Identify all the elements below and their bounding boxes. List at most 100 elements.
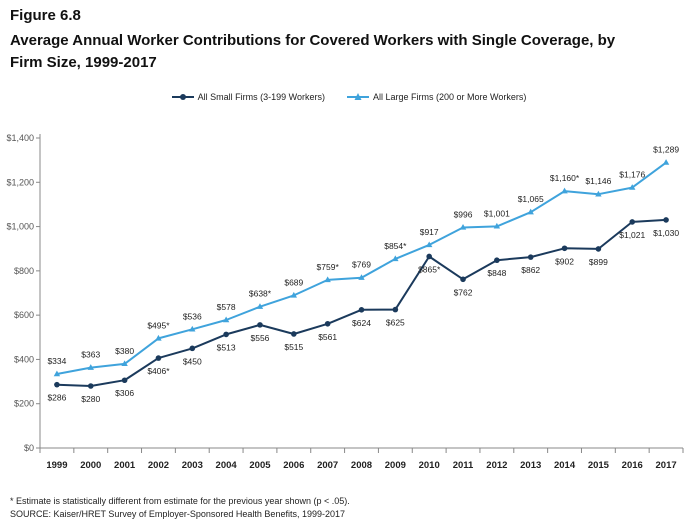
legend-marker-large-firms	[346, 93, 369, 100]
point-large-firms	[121, 360, 128, 367]
data-label-small-firms: $406*	[147, 366, 170, 376]
point-small-firms	[426, 253, 432, 260]
data-label-small-firms: $513	[217, 342, 236, 352]
data-label-large-firms: $578	[217, 302, 236, 312]
point-large-firms	[222, 316, 230, 323]
point-small-firms	[189, 345, 196, 352]
data-label-large-firms: $495*	[147, 320, 170, 330]
legend-label-large-firms: All Large Firms (200 or More Workers)	[372, 92, 527, 102]
point-large-firms	[189, 325, 196, 332]
data-label-small-firms: $515	[284, 342, 303, 352]
x-tick-label: 2009	[385, 460, 406, 471]
x-tick-label: 2001	[114, 460, 136, 471]
legend-marker-small-firms	[171, 94, 194, 100]
x-tick-label: 2013	[520, 460, 541, 471]
y-tick-label: $800	[14, 266, 34, 276]
point-large-firms	[595, 190, 602, 197]
point-large-firms	[256, 303, 264, 309]
legend-item-small-firms: All Small Firms (3-199 Workers)	[171, 92, 325, 102]
point-large-firms	[425, 241, 433, 248]
data-label-large-firms: $1,176	[619, 170, 645, 180]
point-small-firms	[358, 307, 365, 313]
data-label-small-firms: $280	[81, 394, 100, 404]
x-tick-label: 1999	[46, 460, 67, 471]
x-tick-label: 2008	[351, 460, 372, 471]
data-label-small-firms: $899	[589, 257, 608, 267]
data-label-small-firms: $556	[251, 333, 270, 343]
data-label-small-firms: $848	[487, 268, 506, 278]
legend: All Small Firms (3-199 Workers) All Larg…	[0, 92, 698, 102]
data-label-large-firms: $854*	[384, 241, 407, 251]
y-tick-label: $600	[14, 310, 34, 320]
x-tick-label: 2015	[588, 460, 610, 471]
point-small-firms	[87, 383, 94, 389]
x-tick-label: 2010	[419, 460, 440, 471]
x-tick-label: 2011	[453, 460, 474, 471]
x-tick-label: 2006	[283, 460, 304, 471]
data-label-small-firms: $625	[386, 318, 405, 328]
y-tick-label: $200	[14, 399, 34, 409]
point-small-firms	[392, 306, 399, 313]
x-tick-label: 2014	[554, 460, 576, 471]
point-large-firms	[527, 208, 534, 215]
figure-number: Figure 6.8	[10, 7, 81, 24]
point-small-firms	[121, 377, 128, 384]
y-tick-label: $1,200	[6, 177, 34, 187]
x-tick-label: 2000	[80, 460, 101, 471]
data-label-large-firms: $996	[454, 209, 473, 219]
point-small-firms	[223, 331, 229, 338]
point-small-firms	[155, 355, 162, 361]
data-label-large-firms: $759*	[317, 262, 340, 272]
y-tick-label: $0	[24, 443, 34, 453]
x-tick-label: 2004	[216, 460, 238, 471]
point-large-firms	[358, 274, 365, 280]
data-label-small-firms: $1,030	[653, 228, 679, 238]
point-large-firms	[53, 370, 61, 377]
point-large-firms	[493, 222, 501, 229]
legend-item-large-firms: All Large Firms (200 or More Workers)	[346, 92, 527, 102]
data-label-large-firms: $1,160*	[550, 173, 580, 183]
point-small-firms	[663, 217, 669, 223]
point-small-firms	[54, 381, 60, 388]
data-label-large-firms: $536	[183, 311, 202, 321]
data-label-large-firms: $334	[47, 356, 66, 366]
x-tick-label: 2017	[656, 460, 677, 471]
point-large-firms	[324, 276, 331, 283]
x-tick-label: 2016	[622, 460, 643, 471]
point-large-firms	[155, 334, 162, 341]
y-tick-label: $400	[14, 354, 34, 364]
x-tick-label: 2003	[182, 460, 203, 471]
data-label-small-firms: $902	[555, 256, 574, 266]
point-small-firms	[561, 245, 568, 252]
footnote: * Estimate is statistically different fr…	[10, 496, 350, 506]
data-label-small-firms: $762	[454, 287, 473, 297]
point-small-firms	[460, 276, 466, 283]
data-label-large-firms: $638*	[249, 289, 272, 299]
y-tick-label: $1,400	[6, 133, 34, 143]
point-small-firms	[527, 254, 534, 260]
data-label-large-firms: $1,146	[585, 176, 611, 186]
data-label-small-firms: $862	[521, 265, 540, 275]
point-large-firms	[392, 255, 399, 262]
data-label-small-firms: $561	[318, 332, 337, 342]
point-small-firms	[257, 322, 263, 328]
data-label-small-firms: $286	[47, 393, 66, 403]
data-label-large-firms: $1,289	[653, 145, 679, 155]
chart-title: Average Annual Worker Contributions for …	[10, 32, 616, 71]
data-label-small-firms: $865*	[418, 264, 441, 274]
x-tick-label: 2012	[486, 460, 507, 471]
data-label-large-firms: $1,001	[484, 208, 510, 218]
y-tick-label: $1,000	[6, 222, 34, 232]
point-large-firms	[290, 291, 298, 298]
x-tick-label: 2005	[249, 460, 271, 471]
data-label-large-firms: $1,065	[518, 194, 544, 204]
x-tick-label: 2007	[317, 460, 338, 471]
point-large-firms	[662, 159, 670, 165]
data-label-large-firms: $917	[420, 227, 439, 237]
point-small-firms	[324, 320, 331, 327]
data-label-large-firms: $769	[352, 260, 371, 270]
point-large-firms	[87, 364, 94, 370]
point-large-firms	[629, 184, 636, 190]
legend-label-small-firms: All Small Firms (3-199 Workers)	[197, 92, 325, 102]
